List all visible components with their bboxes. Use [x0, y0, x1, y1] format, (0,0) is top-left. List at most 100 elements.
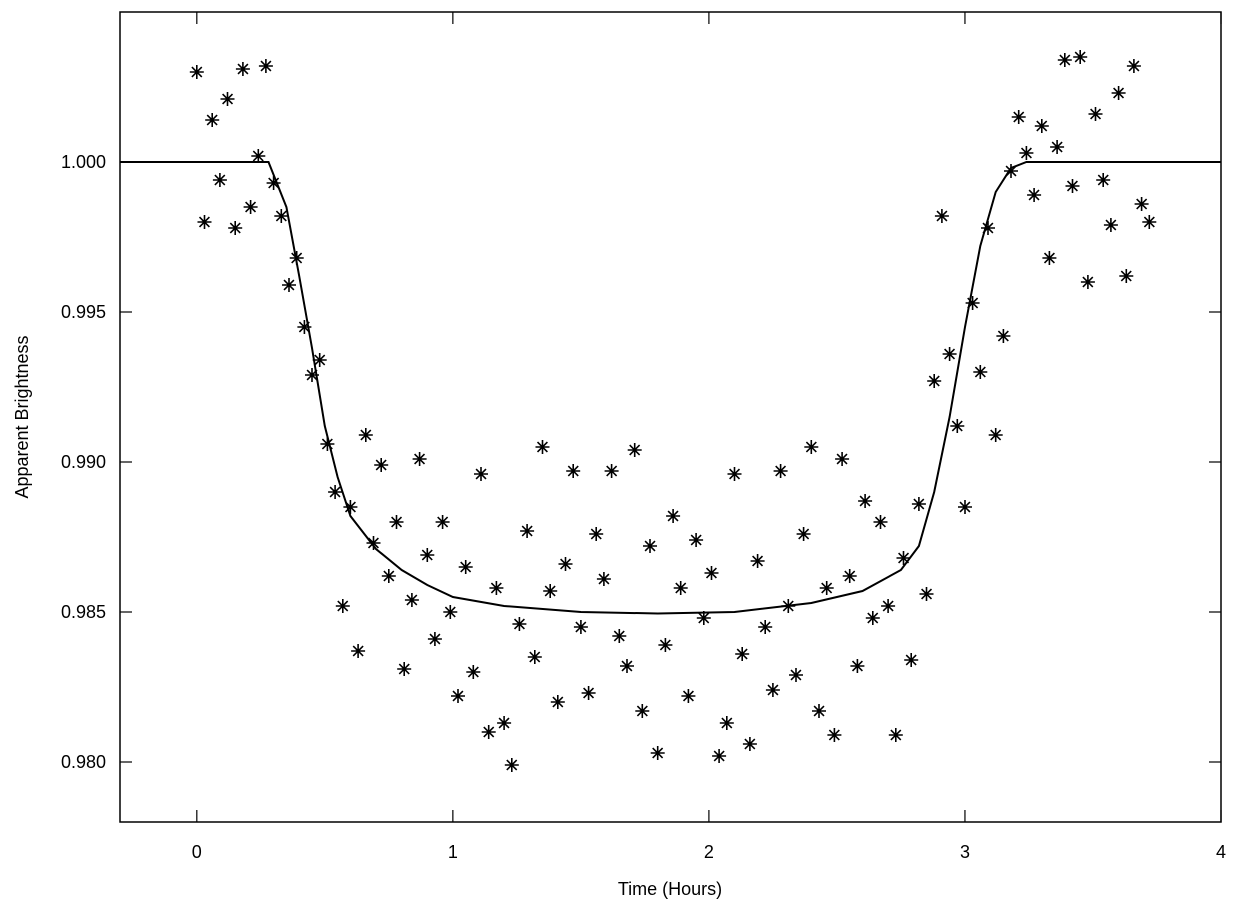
data-point: [497, 716, 512, 730]
data-point: [627, 443, 642, 457]
data-point: [581, 686, 596, 700]
data-point: [896, 551, 911, 565]
data-point: [412, 452, 427, 466]
data-point: [620, 659, 634, 673]
data-point: [850, 659, 865, 673]
data-point: [389, 515, 404, 529]
data-point: [981, 221, 995, 235]
data-point: [312, 353, 327, 367]
data-point: [458, 560, 473, 574]
data-point: [558, 557, 573, 571]
data-point: [789, 668, 803, 682]
data-point: [658, 638, 673, 652]
data-point: [266, 176, 281, 190]
data-point: [220, 92, 235, 106]
data-point: [320, 437, 335, 451]
data-point: [420, 548, 435, 562]
data-point: [650, 746, 665, 760]
data-point: [950, 419, 965, 433]
data-point: [635, 704, 650, 718]
data-point: [673, 581, 688, 595]
data-point: [189, 65, 204, 79]
data-point: [1004, 164, 1018, 178]
data-point: [911, 497, 926, 511]
plot-frame: [119, 11, 1222, 823]
data-point: [374, 458, 389, 472]
data-point: [297, 320, 312, 334]
data-point: [1042, 251, 1057, 265]
y-tick-label: 0.985: [61, 602, 106, 622]
data-point: [681, 689, 696, 703]
data-point: [489, 581, 504, 595]
data-point: [1065, 179, 1080, 193]
data-point: [397, 662, 412, 676]
data-point: [589, 527, 604, 541]
data-point: [1096, 173, 1111, 187]
data-point: [735, 647, 750, 661]
data-point: [689, 533, 704, 547]
data-point: [1080, 275, 1095, 289]
data-point: [996, 329, 1011, 343]
data-point: [727, 467, 742, 481]
data-point: [520, 524, 535, 538]
data-point: [550, 695, 565, 709]
data-point: [1034, 119, 1049, 133]
data-point: [427, 632, 442, 646]
data-point: [527, 650, 542, 664]
data-point: [466, 665, 481, 679]
data-point: [566, 464, 581, 478]
data-point: [881, 599, 896, 613]
data-point: [504, 758, 519, 772]
data-point: [305, 368, 319, 382]
data-point: [765, 683, 780, 697]
data-point: [988, 428, 1003, 442]
data-point: [934, 209, 949, 223]
data-point: [942, 347, 957, 361]
data-point: [335, 599, 350, 613]
data-point: [474, 467, 488, 481]
data-point: [1111, 86, 1126, 100]
x-tick-label: 2: [704, 842, 714, 862]
data-point: [212, 173, 227, 187]
data-point: [758, 620, 773, 634]
data-point: [435, 515, 450, 529]
data-point: [481, 725, 496, 739]
data-point: [573, 620, 588, 634]
data-point: [451, 689, 465, 703]
data-point: [719, 716, 734, 730]
data-point: [604, 464, 619, 478]
data-point: [819, 581, 834, 595]
data-point: [205, 113, 220, 127]
data-point: [1103, 218, 1118, 232]
data-point: [612, 629, 627, 643]
data-point: [1073, 50, 1088, 64]
data-point: [258, 59, 273, 73]
data-point: [888, 728, 903, 742]
data-point: [243, 200, 258, 214]
data-point: [381, 569, 396, 583]
data-point: [827, 728, 842, 742]
data-point: [773, 464, 788, 478]
data-point: [228, 221, 243, 235]
data-point: [804, 440, 819, 454]
data-point: [873, 515, 888, 529]
data-point: [666, 509, 681, 523]
data-point: [965, 296, 980, 310]
data-point: [696, 611, 711, 625]
data-point: [197, 215, 212, 229]
y-tick-label: 0.980: [61, 752, 106, 772]
data-point: [1134, 197, 1149, 211]
x-tick-label: 4: [1216, 842, 1226, 862]
data-point: [835, 452, 850, 466]
data-point: [596, 572, 611, 586]
data-point: [351, 644, 366, 658]
data-point: [973, 365, 988, 379]
y-tick-label: 0.995: [61, 302, 106, 322]
y-tick-label: 0.990: [61, 452, 106, 472]
data-point: [919, 587, 934, 601]
data-point: [842, 569, 857, 583]
data-point: [643, 539, 657, 553]
y-tick-label: 1.000: [61, 152, 106, 172]
data-point: [704, 566, 719, 580]
